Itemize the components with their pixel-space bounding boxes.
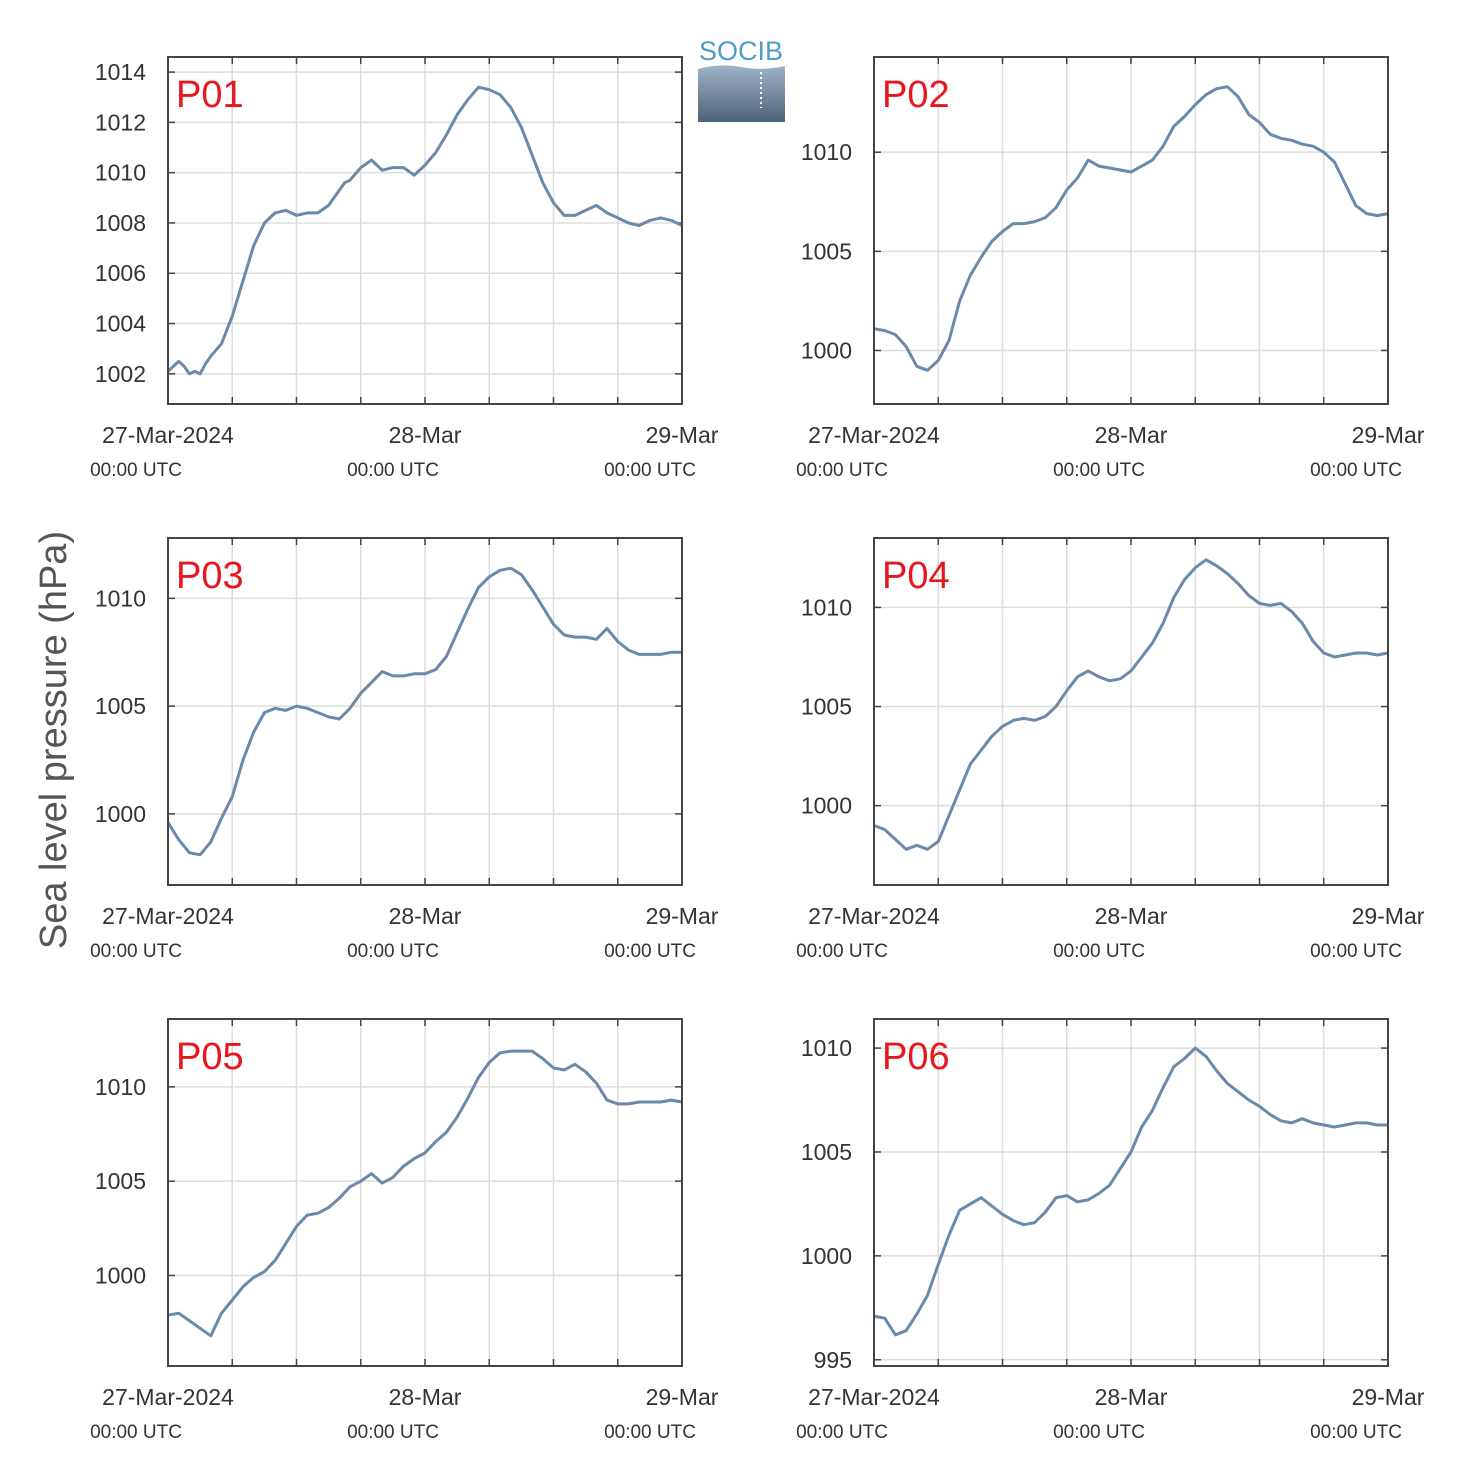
panel-p03: 1000 1005 1010 P03 27-Mar-2024 00:00 UTC 28-Ma…	[90, 537, 719, 962]
y-tick-label: 1010	[801, 594, 852, 620]
x-tick-sublabel: 00:00 UTC	[90, 1422, 182, 1443]
x-tick-sublabel: 00:00 UTC	[604, 1422, 696, 1443]
y-tick-label: 1000	[801, 793, 852, 819]
y-tick-label: 1005	[801, 238, 852, 264]
y-tick-label: 1004	[95, 311, 146, 337]
panel-label: P05	[176, 1036, 244, 1078]
x-tick-sublabel: 00:00 UTC	[796, 460, 888, 481]
y-tick-label: 1000	[95, 801, 146, 827]
x-tick-label: 29-Mar	[1352, 1384, 1425, 1410]
x-tick-label: 28-Mar	[389, 903, 462, 929]
x-tick-label: 27-Mar-2024	[102, 903, 234, 929]
panel-p05: 1000 1005 1010 P05 27-Mar-2024 00:00 UTC 28-Ma…	[90, 1018, 719, 1443]
y-tick-label: 1005	[95, 693, 146, 719]
x-tick-label: 27-Mar-2024	[808, 903, 940, 929]
x-tick-sublabel: 00:00 UTC	[1053, 1422, 1145, 1443]
panel-label: P04	[882, 555, 950, 597]
y-tick-label: 1006	[95, 260, 146, 286]
y-tick-label: 1010	[95, 585, 146, 611]
y-tick-label: 1010	[801, 139, 852, 165]
y-tick-label: 1012	[95, 109, 146, 135]
y-tick-label: 1002	[95, 361, 146, 387]
series-line-p03	[166, 566, 682, 857]
panel-label: P06	[882, 1036, 950, 1078]
series-line-p02	[873, 85, 1389, 372]
x-tick-sublabel: 00:00 UTC	[604, 941, 696, 962]
y-tick-label: 995	[814, 1347, 852, 1373]
x-tick-sublabel: 00:00 UTC	[796, 941, 888, 962]
plot-frame	[873, 537, 1389, 886]
plot-frame	[873, 1018, 1389, 1367]
y-tick-label: 1005	[801, 694, 852, 720]
x-tick-sublabel: 00:00 UTC	[90, 941, 182, 962]
y-tick-label: 1010	[95, 160, 146, 186]
x-tick-label: 27-Mar-2024	[808, 422, 940, 448]
y-tick-label: 1005	[801, 1139, 852, 1165]
series-line-p01	[166, 85, 683, 376]
x-tick-label: 27-Mar-2024	[102, 1384, 234, 1410]
plot-frame	[167, 56, 683, 405]
panels: 1002 1004 1006 1008 1010 1012 1014 P01 27-Mar-20…	[90, 56, 1425, 1443]
x-tick-label: 28-Mar	[389, 422, 462, 448]
logo-wave-icon	[698, 65, 785, 122]
x-tick-label: 29-Mar	[646, 903, 719, 929]
logo-text: SOCIB	[699, 36, 783, 66]
y-tick-label: 1008	[95, 210, 146, 236]
x-tick-label: 27-Mar-2024	[102, 422, 234, 448]
y-axis-label: Sea level pressure (hPa)	[33, 531, 75, 949]
plot-frame	[167, 537, 683, 886]
y-tick-label: 1005	[95, 1168, 146, 1194]
x-tick-sublabel: 00:00 UTC	[1310, 941, 1402, 962]
x-tick-sublabel: 00:00 UTC	[1053, 460, 1145, 481]
x-tick-label: 29-Mar	[646, 422, 719, 448]
x-tick-label: 28-Mar	[1095, 422, 1168, 448]
x-tick-sublabel: 00:00 UTC	[1310, 1422, 1402, 1443]
x-tick-label: 28-Mar	[1095, 903, 1168, 929]
x-tick-sublabel: 00:00 UTC	[604, 460, 696, 481]
panel-p04: 1000 1005 1010 P04 27-Mar-2024 00:00 UTC 28-Ma…	[796, 537, 1425, 962]
panel-p02: 1000 1005 1010 P02 27-Mar-2024 00:00 UTC 28-Ma…	[796, 56, 1425, 481]
y-tick-label: 1010	[95, 1074, 146, 1100]
panel-label: P02	[882, 74, 950, 116]
x-tick-sublabel: 00:00 UTC	[1310, 460, 1402, 481]
y-tick-label: 1000	[95, 1262, 146, 1288]
x-tick-label: 28-Mar	[389, 1384, 462, 1410]
x-tick-label: 29-Mar	[1352, 903, 1425, 929]
x-tick-sublabel: 00:00 UTC	[347, 460, 439, 481]
x-tick-sublabel: 00:00 UTC	[90, 460, 182, 481]
panel-label: P03	[176, 555, 244, 597]
x-tick-label: 27-Mar-2024	[808, 1384, 940, 1410]
panel-p01: 1002 1004 1006 1008 1010 1012 1014 P01 27-Mar-20…	[90, 56, 719, 481]
panel-label: P01	[176, 74, 244, 116]
series-line-p05	[167, 1049, 683, 1338]
plot-frame	[873, 56, 1389, 405]
x-tick-sublabel: 00:00 UTC	[347, 1422, 439, 1443]
x-tick-sublabel: 00:00 UTC	[1053, 941, 1145, 962]
x-tick-label: 28-Mar	[1095, 1384, 1168, 1410]
panel-p06: 995 1000 1005 1010 P06 27-Mar-2024 00:00 UTC 28…	[796, 1018, 1425, 1443]
socib-logo: SOCIB	[698, 36, 785, 122]
y-tick-label: 1010	[801, 1035, 852, 1061]
y-tick-label: 1000	[801, 337, 852, 363]
x-tick-label: 29-Mar	[646, 1384, 719, 1410]
series-line-p06	[873, 1046, 1388, 1337]
x-tick-sublabel: 00:00 UTC	[347, 941, 439, 962]
y-tick-label: 1000	[801, 1243, 852, 1269]
plot-frame	[167, 1018, 683, 1367]
x-tick-label: 29-Mar	[1352, 422, 1425, 448]
x-tick-sublabel: 00:00 UTC	[796, 1422, 888, 1443]
series-line-p04	[873, 558, 1389, 851]
y-tick-label: 1014	[95, 59, 146, 85]
